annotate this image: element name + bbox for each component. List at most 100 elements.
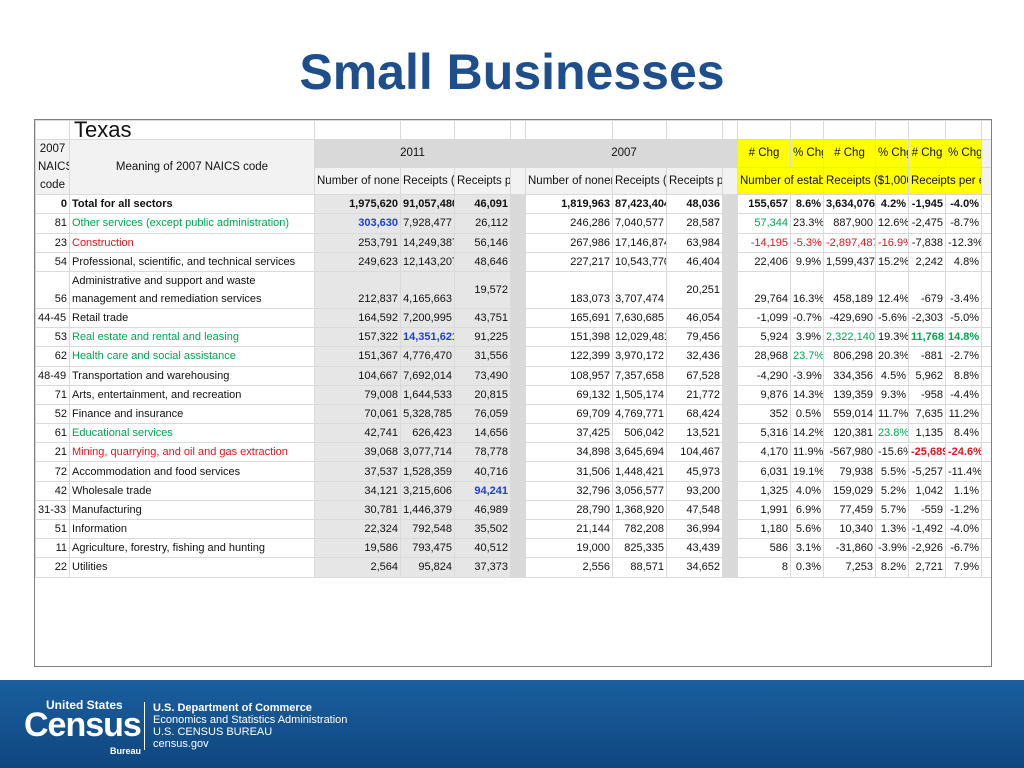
value-n07: 69,132 bbox=[525, 384, 613, 405]
value-n07: 21,144 bbox=[525, 518, 613, 540]
value-c1: 57,344 bbox=[737, 213, 791, 234]
naics-code: 81 bbox=[35, 213, 70, 234]
value-c1: 9,876 bbox=[737, 384, 791, 405]
spacer-cell bbox=[722, 232, 738, 253]
value-n11: 104,667 bbox=[314, 365, 401, 386]
spacer-cell bbox=[722, 384, 738, 405]
value-r07: 1,448,421 bbox=[612, 461, 667, 482]
value-c2: 5.6% bbox=[790, 518, 824, 540]
table-row: 61 Educational services 42,741 626,423 14,65… bbox=[35, 423, 991, 444]
value-p11: 46,091 bbox=[454, 194, 511, 215]
spacer-cell bbox=[981, 442, 991, 463]
value-n07: 28,790 bbox=[525, 499, 613, 521]
spacer-cell bbox=[510, 213, 526, 234]
value-c6: -6.7% bbox=[945, 538, 982, 559]
value-c3: 2,322,140 bbox=[823, 327, 876, 348]
value-n11: 212,837 bbox=[314, 270, 401, 309]
value-c1: 1,180 bbox=[737, 518, 791, 540]
value-c3: 1,599,437 bbox=[823, 251, 876, 272]
value-p11: 56,146 bbox=[454, 232, 511, 253]
value-c6: 14.8% bbox=[945, 327, 982, 348]
value-n07: 108,957 bbox=[525, 365, 613, 386]
naics-meaning: Health care and social assistance bbox=[69, 346, 315, 367]
receipts-per-2007-header: Receipts per establish ment ($) bbox=[666, 166, 723, 196]
naics-code: 48-49 bbox=[35, 365, 70, 386]
value-p11: 73,490 bbox=[454, 365, 511, 386]
naics-code-header: 2007 NAICS code bbox=[35, 139, 70, 196]
spacer-cell bbox=[722, 213, 738, 234]
value-p11: 78,778 bbox=[454, 442, 511, 463]
value-c1: 5,316 bbox=[737, 423, 791, 444]
value-c3: 887,900 bbox=[823, 213, 876, 234]
spacer-cell bbox=[722, 307, 738, 329]
logo-bottom-text: Bureau bbox=[110, 746, 142, 756]
value-c2: 0.3% bbox=[790, 557, 824, 578]
naics-code: 51 bbox=[35, 518, 70, 540]
table-row: 11 Agriculture, forestry, fishing and hun… bbox=[35, 538, 991, 559]
spacer-cell bbox=[510, 251, 526, 272]
naics-meaning: Administrative and support and waste man… bbox=[69, 270, 315, 309]
naics-code: 44-45 bbox=[35, 307, 70, 329]
value-r11: 1,528,359 bbox=[400, 461, 455, 482]
value-c6: -1.2% bbox=[945, 499, 982, 521]
value-r11: 1,644,533 bbox=[400, 384, 455, 405]
value-c6: 7.9% bbox=[945, 557, 982, 578]
table-row: 44-45 Retail trade 164,592 7,200,995 43,751 1… bbox=[35, 307, 991, 329]
value-r07: 3,970,172 bbox=[612, 346, 667, 367]
spacer-cell bbox=[510, 538, 526, 559]
value-n11: 70,061 bbox=[314, 403, 401, 425]
value-r07: 4,769,771 bbox=[612, 403, 667, 425]
spacer-cell bbox=[722, 557, 738, 578]
value-p07: 79,456 bbox=[666, 327, 723, 348]
value-c3: -567,980 bbox=[823, 442, 876, 463]
spacer-cell bbox=[981, 365, 991, 386]
table-row: 53 Real estate and rental and leasing 157,… bbox=[35, 327, 991, 348]
value-r11: 7,928,477 bbox=[400, 213, 455, 234]
naics-code: 71 bbox=[35, 384, 70, 405]
value-n07: 31,506 bbox=[525, 461, 613, 482]
spacer-cell bbox=[722, 423, 738, 444]
spacer-cell bbox=[722, 327, 738, 348]
value-p11: 20,815 bbox=[454, 384, 511, 405]
value-c4: 4.2% bbox=[875, 194, 909, 215]
spacer-cell bbox=[981, 384, 991, 405]
value-p07: 104,467 bbox=[666, 442, 723, 463]
value-c2: 11.9% bbox=[790, 442, 824, 463]
value-p11: 14,656 bbox=[454, 423, 511, 444]
value-r11: 793,475 bbox=[400, 538, 455, 559]
naics-meaning: Total for all sectors bbox=[69, 194, 315, 215]
value-n07: 246,286 bbox=[525, 213, 613, 234]
spacer-cell bbox=[510, 270, 526, 309]
naics-code: 22 bbox=[35, 557, 70, 578]
value-c4: -16.9% bbox=[875, 232, 909, 253]
value-c3: 334,356 bbox=[823, 365, 876, 386]
value-r11: 14,351,621 bbox=[400, 327, 455, 348]
naics-code: 21 bbox=[35, 442, 70, 463]
value-p11: 43,751 bbox=[454, 307, 511, 329]
num-chg-header-1: # Chg bbox=[737, 139, 791, 168]
value-c2: 14.2% bbox=[790, 423, 824, 444]
value-c5: 11,768 bbox=[908, 327, 946, 348]
spacer-cell bbox=[510, 365, 526, 386]
value-c6: -24.6% bbox=[945, 442, 982, 463]
spacer-cell bbox=[510, 232, 526, 253]
value-p07: 20,251 bbox=[666, 270, 723, 309]
value-c2: 0.5% bbox=[790, 403, 824, 425]
table-row: 0 Total for all sectors 1,975,620 91,057,48… bbox=[35, 194, 991, 215]
value-c4: 12.6% bbox=[875, 213, 909, 234]
value-c3: -31,860 bbox=[823, 538, 876, 559]
naics-meaning: Mining, quarrying, and oil and gas extra… bbox=[69, 442, 315, 463]
spacer-cell bbox=[981, 557, 991, 578]
value-r07: 3,645,694 bbox=[612, 442, 667, 463]
spacer-cell bbox=[510, 480, 526, 501]
value-n07: 19,000 bbox=[525, 538, 613, 559]
value-n07: 32,796 bbox=[525, 480, 613, 501]
naics-meaning: Wholesale trade bbox=[69, 480, 315, 501]
value-c1: 4,170 bbox=[737, 442, 791, 463]
receipts-per-est-header: Receipts per establishment ($) bbox=[908, 166, 982, 196]
value-c3: 120,381 bbox=[823, 423, 876, 444]
value-r11: 3,077,714 bbox=[400, 442, 455, 463]
naics-meaning: Arts, entertainment, and recreation bbox=[69, 384, 315, 405]
value-c3: 559,014 bbox=[823, 403, 876, 425]
naics-code: 42 bbox=[35, 480, 70, 501]
